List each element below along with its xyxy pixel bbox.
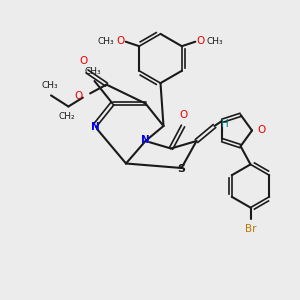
- Text: O: O: [257, 125, 266, 135]
- Text: S: S: [178, 164, 185, 174]
- Text: CH₃: CH₃: [98, 37, 114, 46]
- Text: H: H: [221, 118, 229, 129]
- Text: N: N: [141, 135, 150, 146]
- Text: O: O: [179, 110, 188, 120]
- Text: O: O: [74, 91, 82, 101]
- Text: O: O: [80, 56, 88, 66]
- Text: CH₂: CH₂: [58, 112, 75, 121]
- Text: Br: Br: [245, 224, 256, 234]
- Text: O: O: [116, 36, 124, 46]
- Text: CH₃: CH₃: [207, 37, 223, 46]
- Text: CH₃: CH₃: [41, 81, 58, 90]
- Text: O: O: [197, 36, 205, 46]
- Text: CH₃: CH₃: [85, 67, 101, 76]
- Text: N: N: [91, 122, 100, 132]
